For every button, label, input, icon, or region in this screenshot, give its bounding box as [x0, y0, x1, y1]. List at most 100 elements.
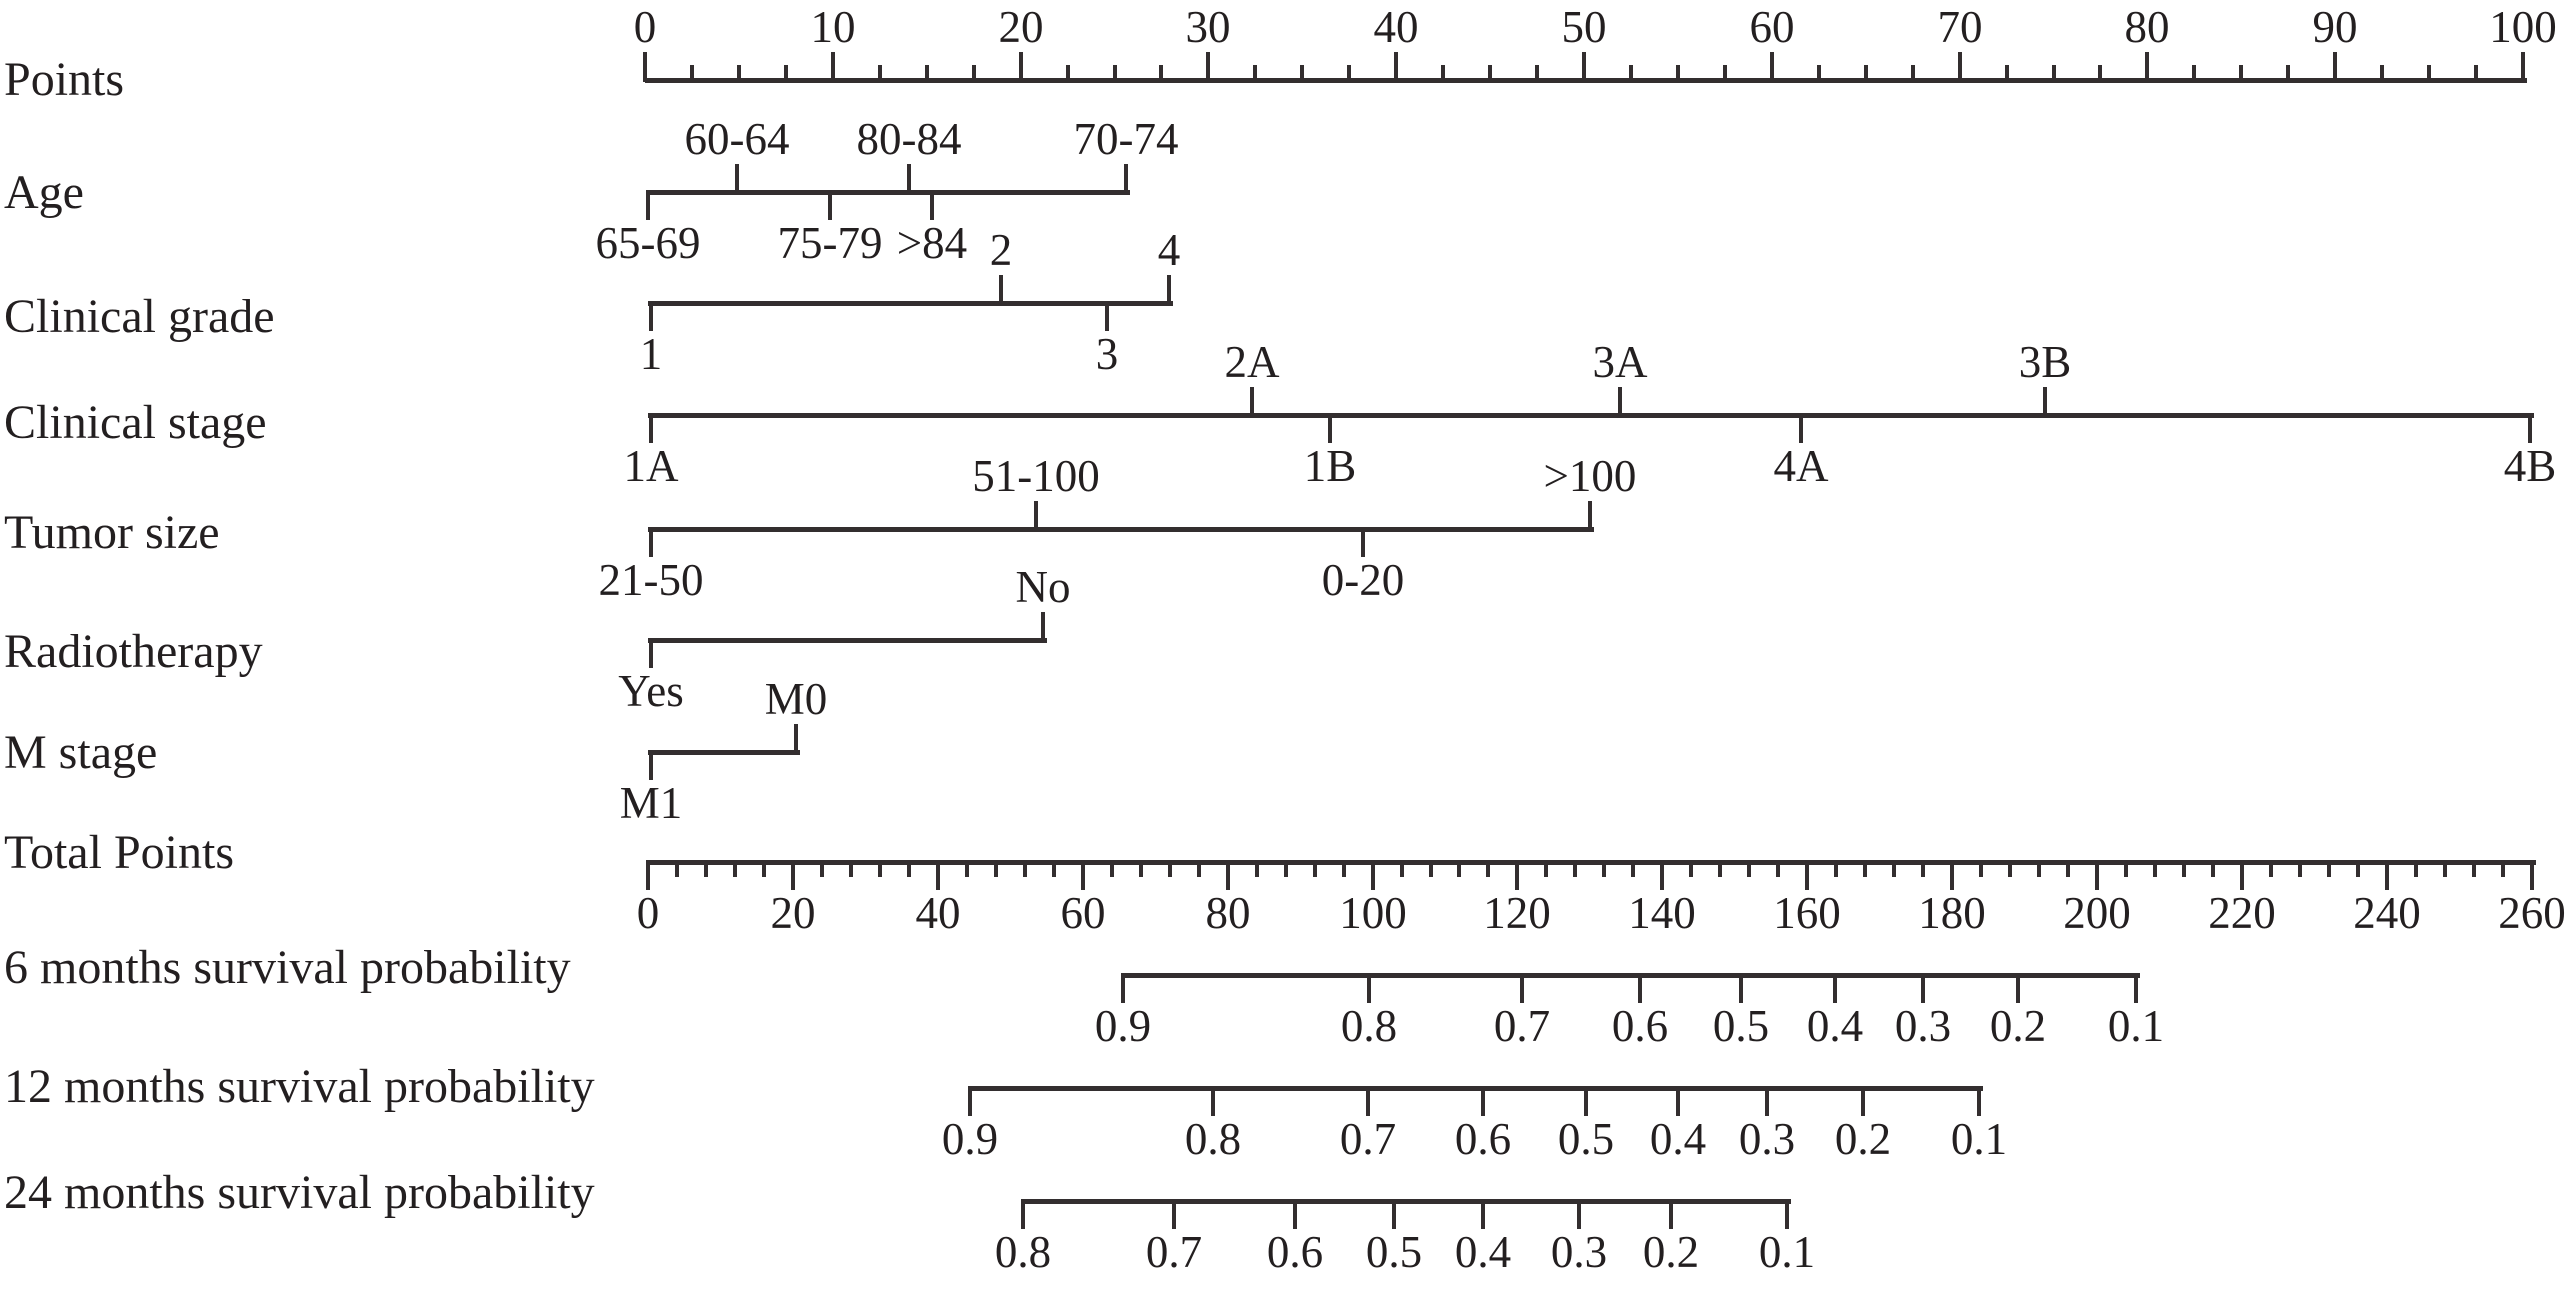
minor-tick-total-points [1718, 860, 1722, 877]
minor-tick-points [2051, 65, 2056, 82]
tick-surv-12mo [1676, 1086, 1680, 1116]
minor-tick-points [1864, 65, 1868, 82]
category-label-surv-12mo: 0.4 [1649, 1114, 1707, 1164]
category-label-clinical-stage: 1B [1303, 441, 1357, 491]
minor-tick-total-points [1834, 860, 1838, 877]
axis-line-clinical-grade [648, 301, 1173, 306]
minor-tick-points [784, 65, 788, 82]
tick-surv-6mo [1833, 973, 1837, 1003]
minor-tick-points [1911, 65, 1915, 82]
category-label-radiotherapy: Yes [618, 666, 684, 716]
minor-tick-total-points [2414, 860, 2418, 877]
category-label-surv-6mo: 0.9 [1094, 1001, 1152, 1051]
major-tick-points [1019, 52, 1023, 82]
tick-value-points: 30 [1185, 2, 1231, 52]
axis-line-clinical-stage [648, 413, 2534, 418]
minor-tick-total-points [675, 860, 679, 877]
minor-tick-total-points [2066, 860, 2070, 877]
minor-tick-total-points [1892, 860, 1896, 877]
minor-tick-total-points [1921, 860, 1925, 877]
minor-tick-points [878, 65, 882, 82]
major-tick-points [2145, 52, 2149, 82]
minor-tick-total-points [1457, 860, 1462, 877]
axis-line-total-points [648, 860, 2536, 865]
major-tick-total-points [1371, 860, 1375, 890]
category-label-surv-12mo: 0.1 [1950, 1114, 2008, 1164]
axis-line-surv-12mo [970, 1086, 1983, 1091]
category-label-clinical-stage: 3B [2018, 337, 2072, 387]
minor-tick-total-points [733, 860, 737, 877]
tick-value-points: 70 [1937, 2, 1983, 52]
tick-surv-12mo [968, 1086, 972, 1116]
minor-tick-total-points [1428, 860, 1433, 877]
minor-tick-total-points [2124, 860, 2128, 877]
category-label-clinical-stage: 3A [1592, 337, 1648, 387]
minor-tick-total-points [2153, 860, 2157, 877]
minor-tick-total-points [1747, 860, 1751, 877]
minor-tick-points [2380, 65, 2384, 82]
major-tick-points [1582, 52, 1586, 82]
minor-tick-points [1112, 65, 1117, 82]
tick-age [1124, 164, 1128, 194]
category-label-surv-6mo: 0.3 [1894, 1001, 1952, 1051]
category-label-surv-24mo: 0.6 [1266, 1227, 1324, 1277]
minor-tick-points [1629, 65, 1633, 82]
category-label-surv-24mo: 0.3 [1550, 1227, 1608, 1277]
minor-tick-total-points [1573, 860, 1577, 877]
minor-tick-total-points [2211, 860, 2215, 877]
minor-tick-total-points [1602, 860, 1606, 877]
tick-clinical-grade [1105, 301, 1109, 331]
minor-tick-total-points [1284, 860, 1288, 877]
axis-title-surv-12mo: 12 months survival probability [4, 1060, 595, 1113]
category-label-surv-24mo: 0.1 [1758, 1227, 1816, 1277]
minor-tick-total-points [2327, 860, 2331, 877]
minor-tick-total-points [849, 860, 853, 877]
minor-tick-points [2098, 65, 2103, 82]
axis-title-clinical-grade: Clinical grade [4, 290, 275, 343]
minor-tick-points [1441, 65, 1445, 82]
tick-surv-24mo [1577, 1199, 1581, 1229]
category-label-surv-6mo: 0.5 [1712, 1001, 1770, 1051]
major-tick-total-points [2240, 860, 2244, 890]
major-tick-total-points [1950, 860, 1954, 890]
axis-title-points: Points [4, 53, 125, 106]
major-tick-total-points [936, 860, 940, 890]
major-tick-total-points [1805, 860, 1809, 890]
category-label-age: 70-74 [1073, 114, 1179, 164]
tick-clinical-grade [999, 275, 1003, 305]
axis-title-clinical-stage: Clinical stage [4, 396, 267, 449]
major-tick-points [1770, 52, 1774, 82]
minor-tick-total-points [2037, 860, 2041, 877]
tick-age [930, 190, 934, 220]
tick-value-total-points: 260 [2498, 888, 2566, 938]
tick-surv-24mo [1392, 1199, 1396, 1229]
minor-tick-total-points [1863, 860, 1867, 877]
minor-tick-total-points [1023, 860, 1027, 877]
tick-surv-6mo [1520, 973, 1524, 1003]
minor-tick-points [1159, 65, 1164, 82]
tick-radiotherapy [649, 638, 653, 668]
axis-line-surv-24mo [1023, 1199, 1791, 1204]
category-label-surv-24mo: 0.5 [1365, 1227, 1423, 1277]
minor-tick-total-points [907, 860, 911, 877]
minor-tick-total-points [1776, 860, 1780, 877]
tick-value-points: 60 [1749, 2, 1795, 52]
axis-title-m-stage: M stage [4, 726, 158, 779]
category-label-surv-6mo: 0.6 [1611, 1001, 1669, 1051]
category-label-tumor-size: >100 [1543, 451, 1637, 501]
category-label-age: >84 [896, 218, 968, 268]
minor-tick-points [1535, 65, 1539, 82]
major-tick-total-points [2385, 860, 2389, 890]
major-tick-points [1958, 52, 1962, 82]
axis-title-surv-24mo: 24 months survival probability [4, 1166, 595, 1219]
minor-tick-points [1723, 65, 1727, 82]
category-label-age: 75-79 [777, 218, 883, 268]
major-tick-total-points [1660, 860, 1664, 890]
tick-surv-24mo [1172, 1199, 1176, 1229]
minor-tick-total-points [1689, 860, 1693, 877]
tick-m-stage [794, 724, 798, 754]
major-tick-total-points [1081, 860, 1085, 890]
minor-tick-points [2192, 65, 2196, 82]
minor-tick-total-points [878, 860, 882, 877]
tick-value-points: 90 [2312, 2, 2358, 52]
